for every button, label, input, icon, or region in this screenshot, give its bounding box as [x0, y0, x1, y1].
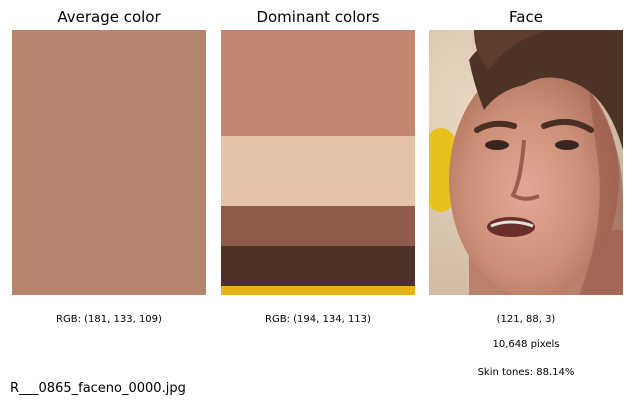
face-pixel-count: 10,648 pixels — [492, 339, 560, 350]
face-shape-label: (121, 88, 3) — [496, 314, 556, 325]
image-filename: R___0865_faceno_0000.jpg — [10, 381, 186, 396]
average-color-swatch — [12, 30, 206, 295]
dominant-colors-swatch — [221, 30, 415, 295]
average-rgb-label: RGB: (181, 133, 109) — [56, 314, 162, 325]
dominant-color-band — [221, 30, 415, 136]
average-color-title: Average color — [57, 8, 161, 26]
dominant-color-band — [221, 246, 415, 286]
dominant-colors-title: Dominant colors — [256, 8, 380, 26]
dominant-color-band — [221, 136, 415, 206]
face-title: Face — [509, 8, 543, 26]
dominant-rgb-label: RGB: (194, 134, 113) — [265, 314, 371, 325]
dominant-color-band — [221, 286, 415, 295]
skin-tones-percentage: Skin tones: 88.14% — [477, 367, 575, 378]
dominant-color-band — [221, 206, 415, 246]
face-image — [429, 30, 623, 295]
